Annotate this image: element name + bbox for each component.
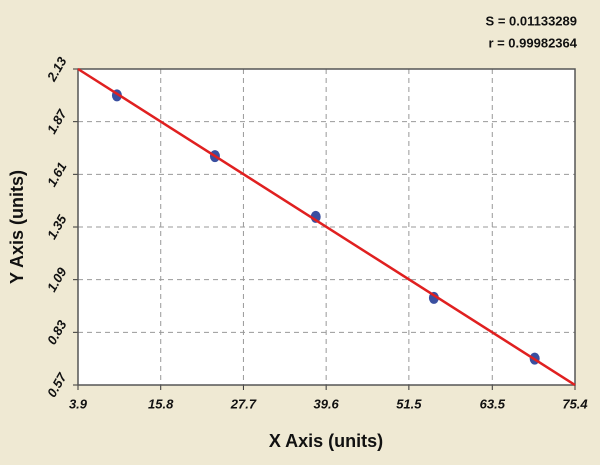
annotation: r = 0.99982364 — [488, 35, 577, 50]
x-tick-label: 3.9 — [69, 396, 88, 411]
y-tick-label: 1.09 — [44, 264, 70, 294]
y-tick-label: 0.83 — [44, 317, 70, 347]
y-tick-label: 1.87 — [44, 106, 70, 136]
y-tick-label: 2.13 — [43, 54, 70, 85]
x-tick-label: 27.7 — [230, 396, 257, 411]
y-tick-label: 1.35 — [44, 212, 70, 242]
fit-line — [77, 67, 576, 387]
x-tick-label: 75.4 — [562, 396, 588, 411]
y-axis-title: Y Axis (units) — [7, 170, 27, 284]
x-tick-label: 15.8 — [148, 396, 174, 411]
y-tick-label: 1.61 — [44, 160, 70, 189]
y-tick-label: 0.57 — [44, 370, 70, 400]
x-tick-label: 63.5 — [480, 396, 506, 411]
annotation: S = 0.01133289 — [486, 13, 577, 28]
x-axis-title: X Axis (units) — [269, 431, 383, 451]
x-tick-label: 51.5 — [396, 396, 422, 411]
x-tick-label: 39.6 — [313, 396, 339, 411]
plot-border — [77, 68, 576, 386]
